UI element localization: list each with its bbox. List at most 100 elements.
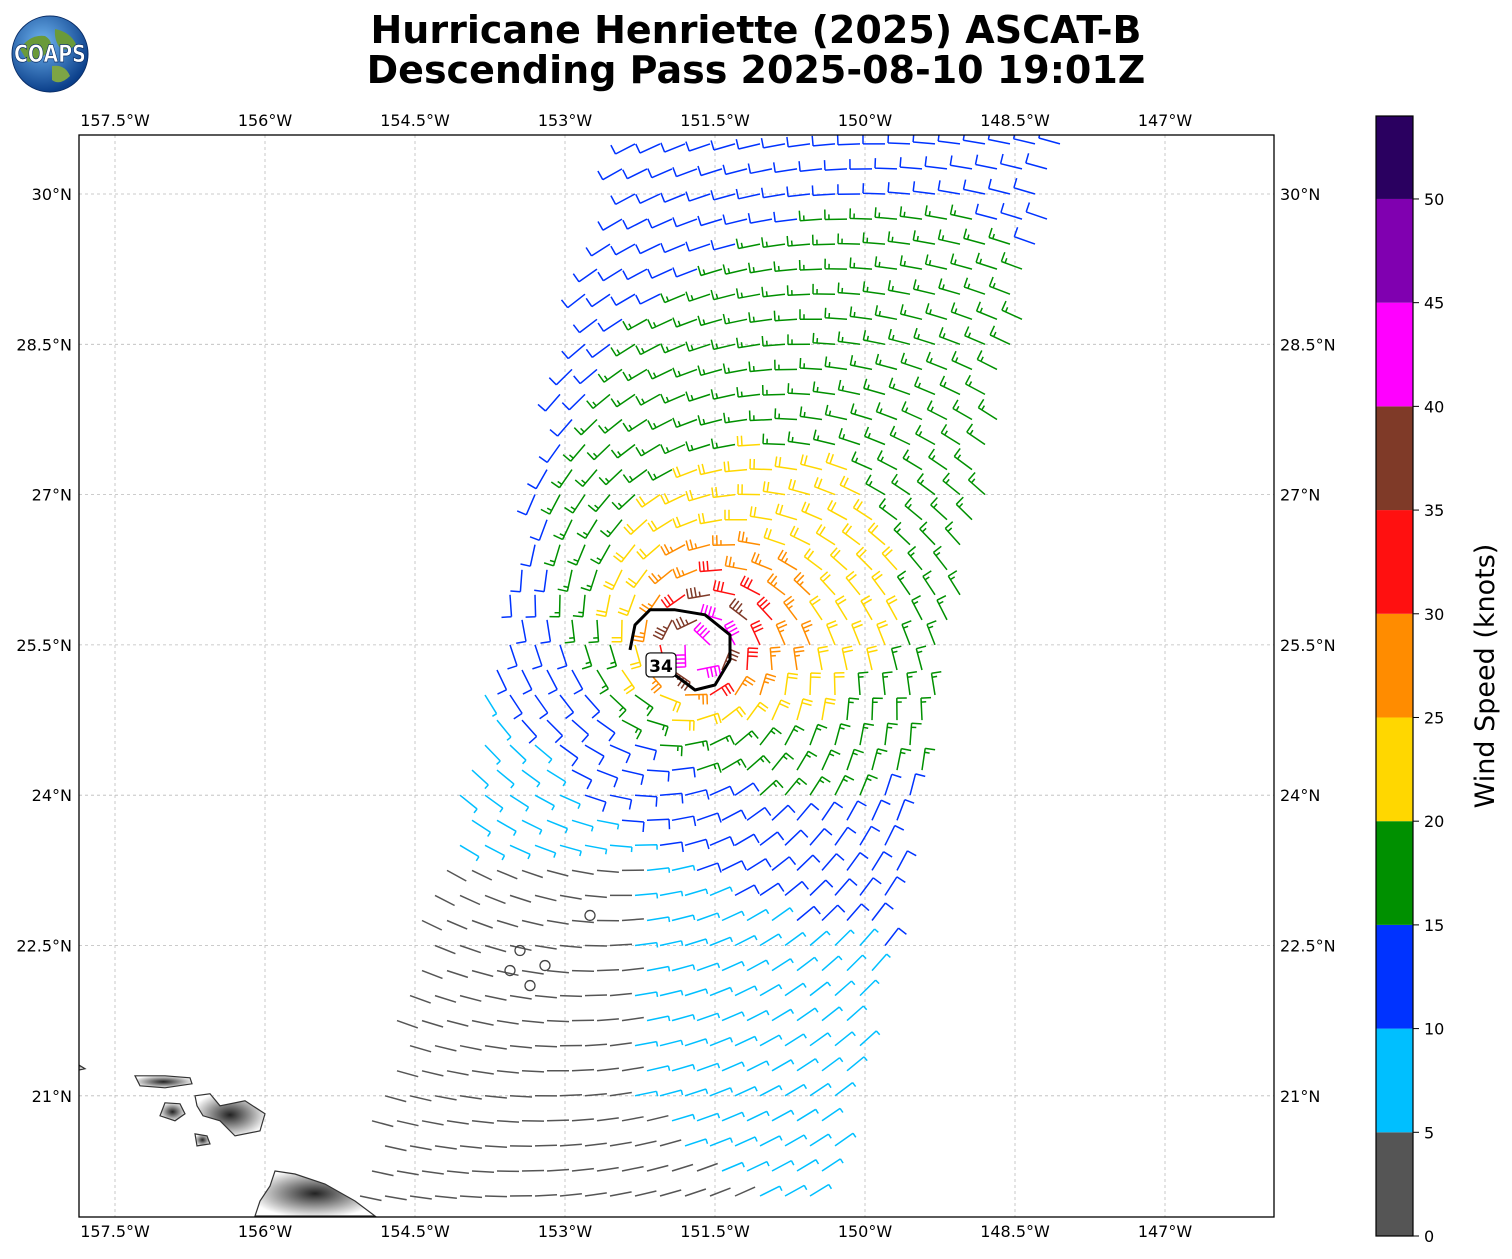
wind-barb <box>734 1035 758 1047</box>
wind-barb <box>824 258 848 270</box>
wind-barb <box>672 417 698 429</box>
wind-barb <box>634 1190 657 1197</box>
wind-barb <box>671 815 697 827</box>
wind-barb <box>610 143 636 155</box>
wind-barb <box>684 988 709 997</box>
wind-barb <box>421 969 443 980</box>
wind-barb <box>827 500 848 521</box>
wind-barb <box>698 560 723 573</box>
wind-barb <box>953 447 973 471</box>
wind-barb <box>786 235 811 247</box>
wind-barb <box>846 697 860 721</box>
wind-barb <box>638 594 661 614</box>
wind-barb <box>921 747 936 771</box>
wind-barb <box>930 496 948 521</box>
wind-barb <box>711 486 736 499</box>
wind-barb <box>759 933 783 947</box>
wind-barb <box>1000 251 1023 270</box>
wind-barb <box>796 905 821 922</box>
wind-barb <box>671 1163 694 1172</box>
wind-barb <box>735 238 761 250</box>
wind-barb <box>459 794 478 814</box>
wind-barb <box>709 936 733 947</box>
calm-wind-marker <box>514 944 526 957</box>
wind-barb <box>784 1184 808 1197</box>
island-kahoolawe <box>194 1133 211 1147</box>
wind-barb <box>849 306 873 321</box>
wind-barb <box>571 719 590 743</box>
wind-barb <box>534 994 557 999</box>
wind-barb <box>855 546 873 571</box>
wind-barb <box>609 1091 632 1097</box>
wind-barb <box>685 141 711 152</box>
wind-barb <box>964 374 986 396</box>
wind-barb <box>534 1044 558 1048</box>
wind-barb <box>837 282 861 295</box>
wind-barb <box>866 645 878 671</box>
wind-barb <box>646 1164 669 1172</box>
wind-barb <box>685 489 711 502</box>
wind-barb <box>875 402 898 421</box>
wind-barb <box>852 498 873 521</box>
wind-barb <box>623 519 648 535</box>
wind-barb <box>660 192 686 203</box>
colorbar-tick-label: 15 <box>1424 916 1444 935</box>
wind-barb <box>597 218 623 231</box>
lon-tick-label-bottom: 147°W <box>1138 1222 1193 1241</box>
wind-barb <box>459 1044 482 1051</box>
wind-barb <box>919 521 936 546</box>
wind-barb <box>709 1036 734 1047</box>
wind-barb <box>646 1015 671 1022</box>
contour-label-box <box>645 652 677 678</box>
wind-barb <box>659 940 684 947</box>
wind-barb <box>559 894 582 900</box>
wind-barb <box>534 944 557 950</box>
wind-barb <box>884 773 902 796</box>
wind-barb <box>773 261 798 273</box>
wind-barb <box>834 1031 856 1047</box>
wind-barb <box>684 1188 707 1197</box>
wind-barb <box>646 1065 671 1072</box>
wind-barb <box>799 406 823 421</box>
wind-barb <box>509 944 532 952</box>
colorbar-tick-label: 35 <box>1424 501 1444 520</box>
wind-barb <box>598 418 623 434</box>
wind-barb <box>759 1185 783 1197</box>
wind-barb <box>871 902 894 921</box>
wind-barb <box>902 449 923 471</box>
wind-barb <box>622 418 648 433</box>
wind-barb <box>721 758 747 771</box>
wind-barb <box>596 819 620 830</box>
wind-barb <box>862 281 886 295</box>
lat-tick-label-left: 27°N <box>32 486 72 505</box>
wind-barb <box>586 393 611 409</box>
wind-barb <box>722 363 748 375</box>
wind-barb <box>884 927 907 946</box>
wind-barb <box>821 853 845 871</box>
wind-barb <box>546 969 569 974</box>
wind-barb <box>421 1019 444 1028</box>
wind-barb <box>759 779 784 796</box>
wind-barb <box>721 960 745 972</box>
wind-barb <box>434 1095 457 1101</box>
wind-barb <box>634 991 659 998</box>
lat-tick-label-right: 25.5°N <box>1280 636 1336 655</box>
wind-barb <box>812 429 836 446</box>
wind-barb <box>749 458 773 471</box>
wind-barb <box>837 233 861 245</box>
wind-barb <box>553 519 573 541</box>
wind-barb <box>597 368 623 383</box>
wind-barb <box>610 193 636 206</box>
wind-barb <box>622 368 648 382</box>
colorbar-bin <box>1376 717 1413 822</box>
wind-barb <box>521 969 544 975</box>
wind-barb <box>559 1143 582 1147</box>
wind-barb <box>560 293 586 309</box>
colorbar-bin <box>1376 1132 1413 1236</box>
wind-barb <box>396 1019 419 1029</box>
wind-barb <box>829 547 848 571</box>
wind-barb <box>396 1120 419 1127</box>
wind-barb <box>684 838 710 850</box>
wind-barb <box>434 1145 457 1150</box>
wind-barb <box>769 646 781 671</box>
